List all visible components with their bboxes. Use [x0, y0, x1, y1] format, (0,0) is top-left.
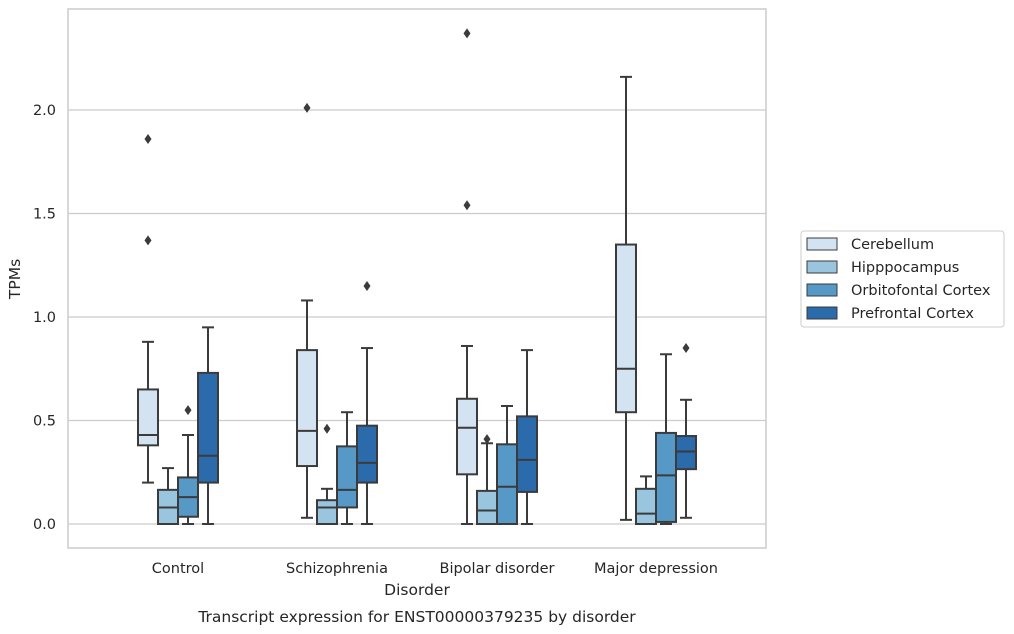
outlier-point [144, 133, 152, 144]
legend-swatch [806, 283, 838, 297]
legend-label: Cerebellum [851, 237, 934, 253]
box-group [635, 475, 657, 525]
box-group [336, 411, 358, 525]
box-group [516, 349, 538, 525]
y-tick-labels: 0.0 0.5 1.0 1.5 2.0 [33, 103, 56, 533]
box-group [456, 28, 478, 525]
box-group [137, 133, 159, 484]
legend-label: Hipppocampus [851, 260, 959, 276]
box-group [177, 405, 199, 525]
box-group [316, 423, 338, 526]
box [476, 489, 498, 526]
y-tick-label: 0.0 [33, 517, 56, 533]
box [615, 243, 637, 414]
y-tick-label: 1.5 [33, 207, 56, 223]
x-tick-label: Control [152, 561, 204, 577]
box-group [197, 326, 219, 525]
box-group [496, 405, 518, 525]
x-tick-label: Bipolar disorder [440, 561, 555, 577]
legend: Cerebellum Hipppocampus Orbitofontal Corte… [800, 230, 1005, 328]
box-groups [137, 28, 697, 526]
outlier-point [323, 423, 331, 434]
box [296, 349, 318, 468]
box [635, 487, 657, 525]
outlier-point [483, 434, 491, 445]
outlier-point [682, 343, 690, 354]
box [316, 499, 338, 526]
box [137, 388, 159, 447]
legend-label: Orbitofontal Cortex [851, 283, 991, 299]
y-axis-label: TPMs [6, 259, 24, 300]
box-group [296, 102, 318, 519]
x-tick-label: Schizophrenia [286, 561, 388, 577]
box [356, 424, 378, 484]
box-group [157, 467, 179, 525]
box [456, 397, 478, 476]
legend-swatch [806, 237, 838, 251]
legend-label: Prefrontal Cortex [851, 306, 974, 322]
outlier-point [144, 235, 152, 246]
x-axis-label: Disorder [384, 581, 450, 599]
x-tick-label: Major depression [594, 561, 718, 577]
box [516, 415, 538, 493]
plot-frame [67, 8, 767, 549]
legend-swatch [806, 260, 838, 274]
outlier-point [463, 200, 471, 211]
outlier-point [184, 405, 192, 416]
x-tick-labels: Control Schizophrenia Bipolar disorder Majo… [152, 561, 718, 577]
box-group [476, 434, 498, 526]
box-group [655, 353, 677, 525]
chart-caption: Transcript expression for ENST0000037923… [197, 608, 636, 626]
outlier-point [363, 280, 371, 291]
y-tick-label: 1.0 [33, 310, 56, 326]
outlier-point [463, 28, 471, 39]
box-group [675, 343, 697, 519]
box-group [356, 280, 378, 525]
y-tick-label: 0.5 [33, 414, 56, 430]
box [675, 435, 697, 471]
y-tick-label: 2.0 [33, 103, 56, 119]
box [197, 371, 219, 484]
outlier-point [303, 102, 311, 113]
box [336, 445, 358, 509]
legend-swatch [806, 306, 838, 320]
box [655, 431, 677, 523]
legend-frame [800, 230, 1005, 328]
box [496, 443, 518, 525]
box-group [615, 75, 637, 521]
